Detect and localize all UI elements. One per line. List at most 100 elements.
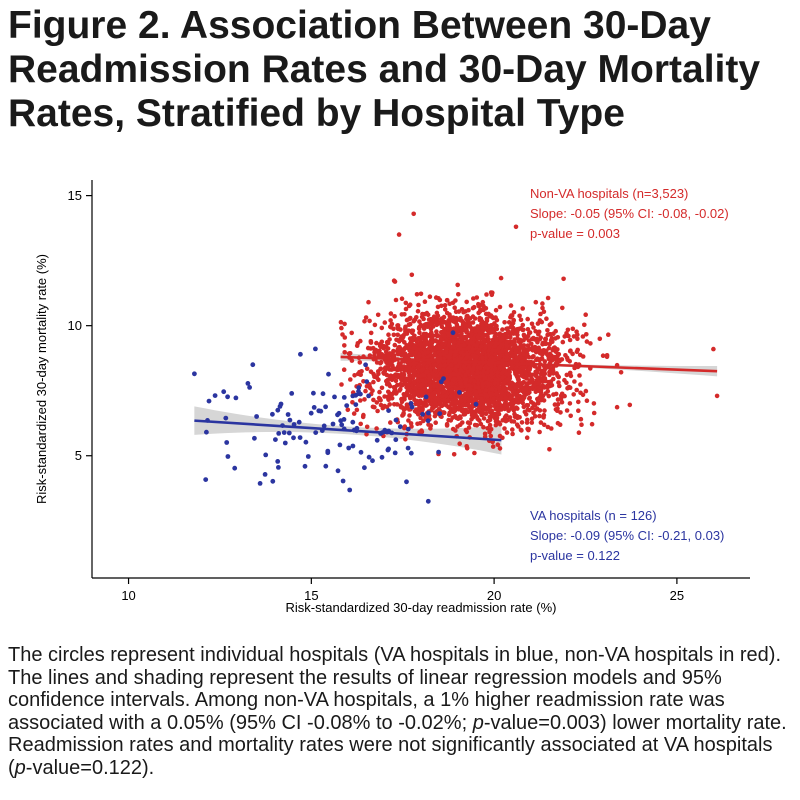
data-point <box>225 454 231 459</box>
data-point <box>286 430 292 436</box>
data-point <box>543 337 548 342</box>
data-point <box>490 444 496 449</box>
data-point <box>470 320 476 325</box>
data-point <box>452 352 458 358</box>
data-point <box>206 398 212 404</box>
data-point <box>414 315 419 320</box>
data-point <box>459 408 465 414</box>
data-point <box>462 397 467 402</box>
data-point <box>402 353 408 358</box>
data-point <box>377 396 383 402</box>
data-point <box>377 343 383 349</box>
data-point <box>606 332 611 337</box>
data-point <box>335 468 341 474</box>
data-point <box>386 408 391 413</box>
data-point <box>446 404 451 410</box>
data-point <box>520 327 525 333</box>
data-point <box>574 387 579 393</box>
data-point <box>494 411 500 417</box>
data-point <box>373 347 379 353</box>
data-point <box>447 339 452 345</box>
data-point <box>416 353 422 359</box>
data-point <box>350 419 356 425</box>
data-point <box>529 399 534 405</box>
data-point <box>540 369 546 375</box>
data-point <box>408 421 414 426</box>
data-point <box>565 327 571 333</box>
data-point <box>411 318 417 323</box>
data-point <box>384 404 390 410</box>
data-point <box>471 412 476 417</box>
data-point <box>538 348 543 353</box>
data-point <box>451 340 456 345</box>
data-point <box>390 367 395 372</box>
data-point <box>457 414 463 419</box>
data-point <box>374 426 379 431</box>
data-point <box>416 302 421 308</box>
data-point <box>494 337 499 342</box>
data-point <box>446 343 452 348</box>
data-point <box>456 375 462 380</box>
data-point <box>437 411 443 416</box>
data-point <box>422 386 428 391</box>
data-point <box>436 449 441 455</box>
data-point <box>500 327 505 332</box>
data-point <box>275 459 281 464</box>
data-point <box>357 360 363 365</box>
data-point <box>342 321 347 327</box>
data-point <box>568 413 573 419</box>
data-point <box>474 375 479 380</box>
data-point <box>495 442 501 448</box>
data-point <box>370 458 375 464</box>
x-tick-label: 20 <box>487 588 501 603</box>
data-point <box>497 364 503 370</box>
data-point <box>450 316 456 322</box>
data-point <box>548 332 553 337</box>
data-point <box>375 408 380 414</box>
data-point <box>308 410 314 416</box>
data-point <box>393 297 399 303</box>
data-point <box>578 382 583 387</box>
data-point <box>399 376 404 382</box>
data-point <box>438 337 444 342</box>
data-point <box>627 402 633 408</box>
data-point <box>347 487 353 493</box>
data-point <box>497 304 503 310</box>
data-point <box>366 299 371 305</box>
data-point <box>471 366 476 372</box>
data-point <box>584 339 590 344</box>
data-point <box>458 367 464 373</box>
data-point <box>457 371 462 376</box>
data-point <box>427 294 433 299</box>
data-point <box>351 411 357 416</box>
data-point <box>358 372 364 377</box>
data-point <box>550 339 555 344</box>
data-point <box>458 379 463 384</box>
data-point <box>526 390 531 396</box>
data-point <box>311 405 317 410</box>
data-point <box>459 307 465 312</box>
data-point <box>325 448 331 454</box>
data-point <box>487 422 493 428</box>
data-point <box>511 341 517 347</box>
data-point <box>584 398 590 403</box>
data-point <box>428 326 434 332</box>
data-point <box>232 465 238 471</box>
data-point <box>342 335 348 340</box>
data-point <box>537 413 542 419</box>
data-point <box>476 336 482 341</box>
data-point <box>444 297 450 303</box>
data-point <box>402 425 407 431</box>
data-point <box>442 397 448 403</box>
data-point <box>550 368 556 373</box>
caption-part-1: The circles represent individual hospita… <box>8 644 781 734</box>
data-point <box>262 472 268 477</box>
data-point <box>584 332 589 337</box>
data-point <box>494 420 500 425</box>
data-point <box>339 422 345 428</box>
data-point <box>422 299 428 304</box>
data-point <box>478 365 483 371</box>
caption-p-italic-2: p <box>14 756 26 779</box>
data-point <box>574 349 580 355</box>
data-point <box>419 367 425 373</box>
